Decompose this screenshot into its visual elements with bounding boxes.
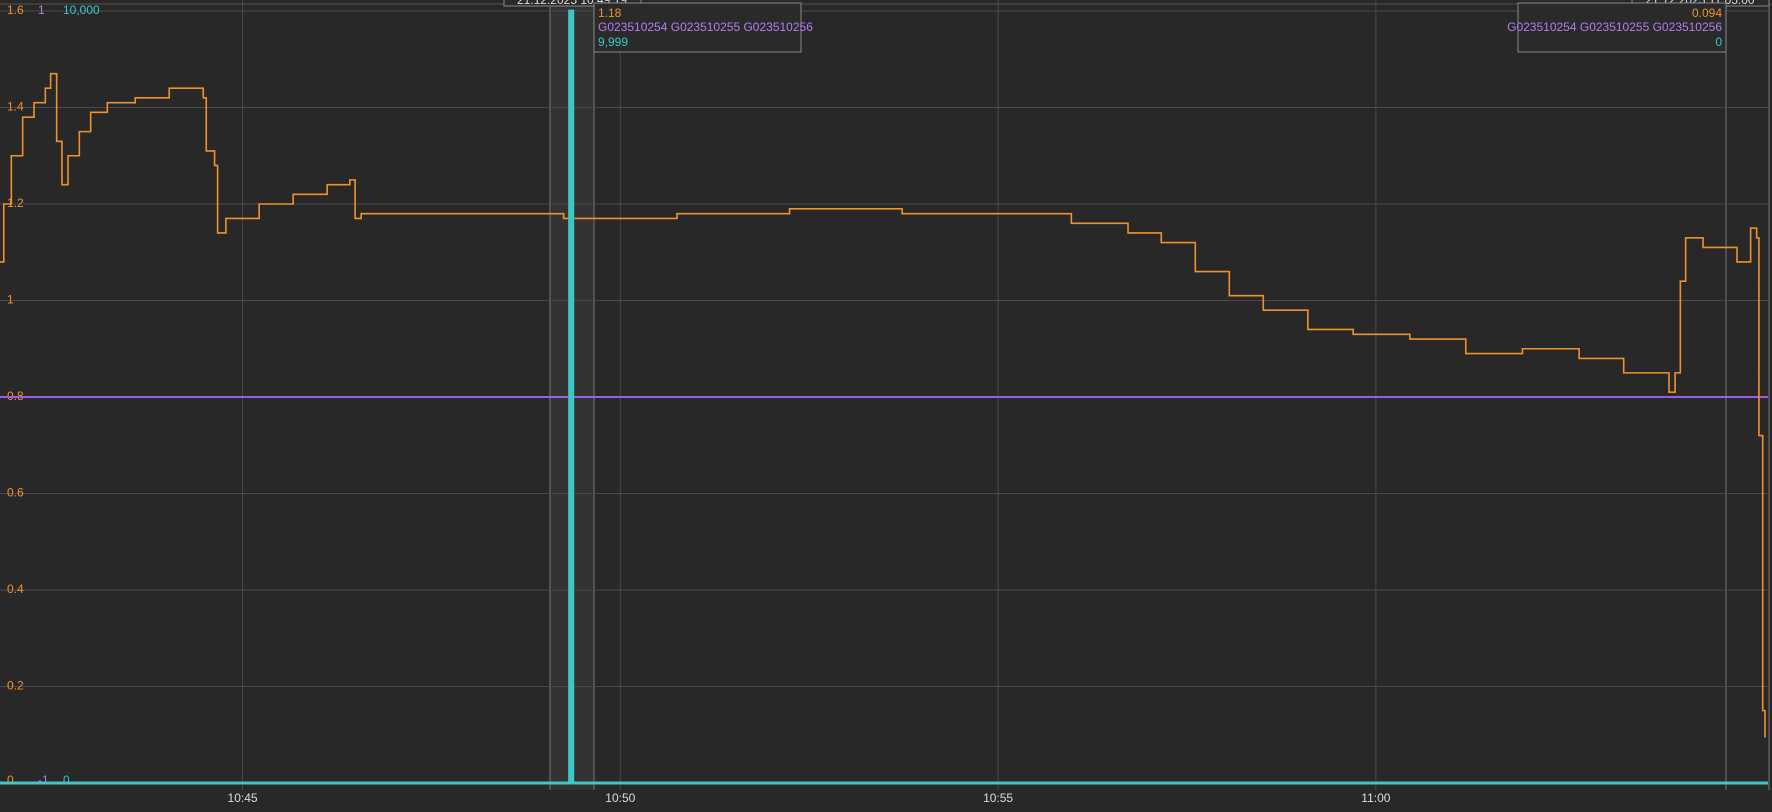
y-tick-label: 1.4 [7, 100, 24, 114]
tooltip-box [593, 2, 802, 53]
y-tick-label: 0.4 [7, 582, 24, 596]
y-tick-label: 1.6 [7, 3, 24, 17]
tooltip-value: 1.18 [598, 6, 622, 20]
tooltip-count: 0 [1715, 35, 1722, 49]
time-box [503, 0, 642, 7]
x-tick-label: 11:00 [1361, 791, 1390, 805]
series-line [0, 72, 1766, 738]
tooltip: 21.12.2025 10:49:19 1.18 G023510254 G023… [503, 0, 813, 53]
y-tick-label: 0.6 [7, 486, 24, 500]
y2-tick-label: -1 [38, 773, 49, 787]
y-tick-label: 1.2 [7, 196, 24, 210]
y2-tick-label: 1 [38, 3, 45, 17]
x-tick-label: 10:50 [605, 791, 635, 805]
marks [0, 9, 1768, 785]
tooltip-box [1517, 2, 1727, 53]
tooltip: 21.12.2025 11:05:00 0.094 G023510254 G02… [1507, 0, 1770, 53]
y3-tick-label: 0 [63, 773, 70, 787]
series-line [0, 9, 1768, 785]
tooltip-count: 9,999 [598, 35, 628, 49]
x-tick-label: 10:55 [983, 791, 1013, 805]
y3-tick-label: 10,000 [63, 3, 100, 17]
y-tick-label: 0.2 [7, 679, 24, 693]
tooltip-names: G023510254 G023510255 G023510256 [598, 20, 813, 34]
tooltip-value: 0.094 [1692, 6, 1722, 20]
y-tick-label: 1 [7, 293, 14, 307]
y-tick-label: 0 [7, 773, 14, 787]
x-tick-label: 10:45 [228, 791, 258, 805]
tooltip-time: 21.12.2025 10:49:19 [517, 0, 627, 7]
tooltip-names: G023510254 G023510255 G023510256 [1507, 20, 1722, 34]
